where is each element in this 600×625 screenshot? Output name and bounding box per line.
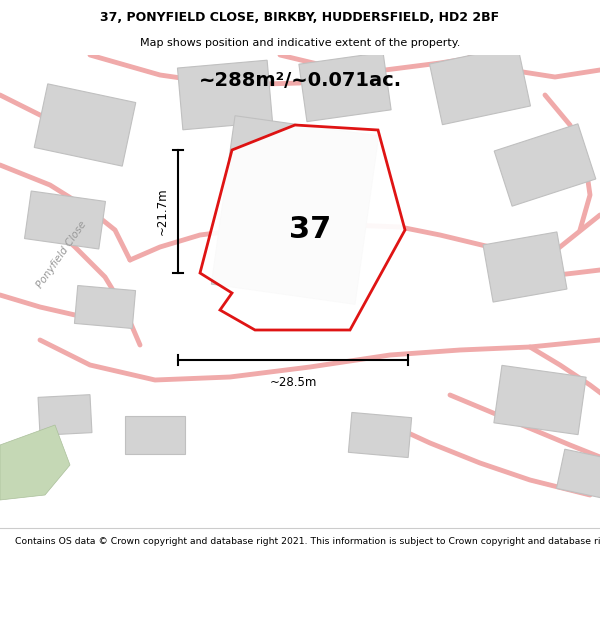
Polygon shape [125, 416, 185, 454]
Polygon shape [299, 52, 391, 122]
Polygon shape [494, 366, 586, 434]
Polygon shape [430, 46, 530, 124]
Polygon shape [556, 449, 600, 501]
Polygon shape [74, 286, 136, 329]
Text: 37: 37 [289, 216, 331, 244]
Polygon shape [494, 124, 596, 206]
Text: ~28.5m: ~28.5m [269, 376, 317, 389]
Polygon shape [483, 232, 567, 302]
Text: ~21.7m: ~21.7m [155, 188, 169, 235]
Text: Contains OS data © Crown copyright and database right 2021. This information is : Contains OS data © Crown copyright and d… [15, 537, 600, 546]
Polygon shape [200, 125, 405, 330]
Text: Map shows position and indicative extent of the property.: Map shows position and indicative extent… [140, 38, 460, 48]
Polygon shape [25, 191, 106, 249]
Text: 37, PONYFIELD CLOSE, BIRKBY, HUDDERSFIELD, HD2 2BF: 37, PONYFIELD CLOSE, BIRKBY, HUDDERSFIEL… [100, 11, 500, 24]
Polygon shape [349, 412, 412, 458]
Polygon shape [0, 425, 70, 500]
Polygon shape [211, 116, 379, 304]
Polygon shape [34, 84, 136, 166]
Polygon shape [38, 394, 92, 436]
Text: Ponyfield Close: Ponyfield Close [35, 219, 89, 291]
Polygon shape [178, 60, 272, 130]
Text: ~288m²/~0.071ac.: ~288m²/~0.071ac. [199, 71, 401, 89]
